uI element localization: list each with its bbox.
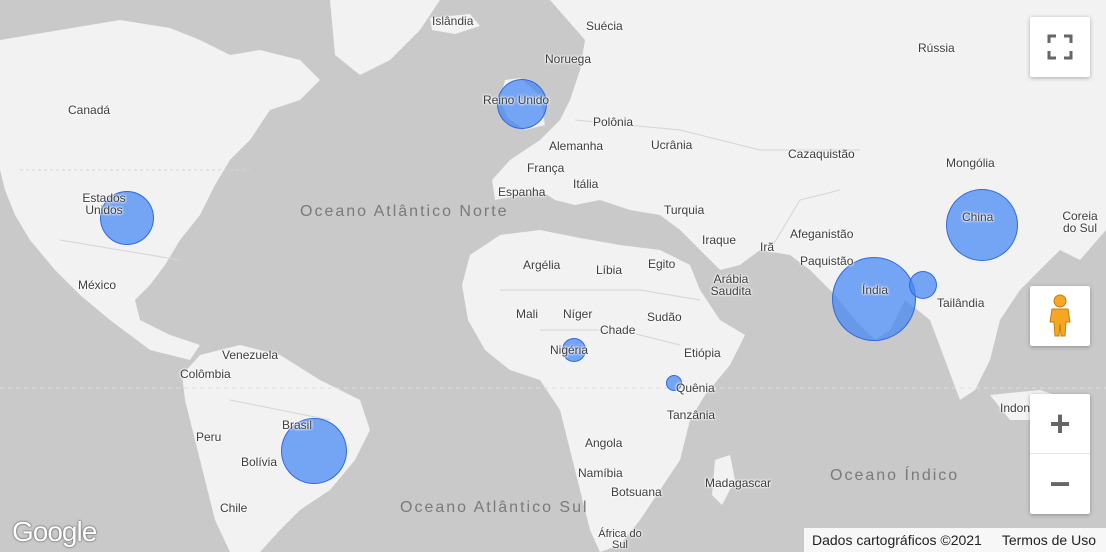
bubble-china[interactable]: [946, 189, 1018, 261]
label-noruega: Noruega: [545, 52, 592, 66]
google-logo: Google: [12, 516, 97, 547]
label-italia: Itália: [573, 177, 599, 191]
label-india: Índia: [862, 283, 889, 297]
bubble-india[interactable]: [832, 257, 916, 341]
label-ira: Irã: [760, 240, 775, 254]
map-footer: Dados cartográficos ©2021 Termos de Uso: [803, 528, 1106, 552]
label-turquia: Turquia: [664, 203, 705, 217]
label-alemanha: Alemanha: [549, 139, 604, 153]
street-view-button[interactable]: [1030, 286, 1090, 346]
zoom-out-button[interactable]: −: [1049, 463, 1071, 504]
label-estados-unidos: Estados Unidos: [82, 191, 126, 217]
zoom-in-button[interactable]: +: [1030, 394, 1090, 454]
bubble-reino-unido[interactable]: [497, 79, 547, 129]
label-chile: Chile: [220, 501, 248, 515]
label-africa-do-sul: África do Sul: [598, 528, 642, 551]
label-china: China: [962, 210, 994, 224]
bubble-estados-unidos[interactable]: [100, 191, 154, 245]
fullscreen-icon: [1047, 34, 1073, 60]
label-mongolia: Mongólia: [946, 156, 995, 170]
ocean-label-indico: Oceano Índico: [830, 467, 960, 484]
label-madagascar: Madagascar: [705, 476, 772, 490]
label-franca: França: [527, 161, 565, 175]
pegman-icon: [1049, 294, 1071, 337]
label-indonesia: Indon: [1000, 401, 1031, 415]
label-libia: Líbia: [596, 263, 623, 277]
label-reino-unido: Reino Unido: [483, 93, 550, 107]
label-mexico: México: [78, 278, 117, 292]
label-colombia: Colômbia: [180, 367, 231, 381]
label-suecia: Suécia: [586, 19, 623, 33]
label-paquistao: Paquistão: [800, 254, 854, 268]
fullscreen-button[interactable]: [1030, 17, 1090, 77]
label-mali: Mali: [516, 307, 539, 321]
label-botsuana: Botsuana: [611, 485, 662, 499]
label-arabia-saudita: Arábia Saudita: [710, 272, 752, 298]
label-tailandia: Tailândia: [937, 296, 985, 310]
label-polonia: Polônia: [593, 115, 634, 129]
label-angola: Angola: [585, 436, 623, 450]
label-islandia: Islândia: [432, 14, 474, 28]
label-quenia: Quênia: [676, 381, 715, 395]
bubble-bangladesh[interactable]: [909, 271, 937, 299]
label-etiopia: Etiópia: [684, 346, 721, 360]
label-cazaquistao: Cazaquistão: [788, 147, 855, 161]
bubble-brasil[interactable]: [281, 418, 347, 484]
label-niger: Níger: [563, 307, 593, 321]
bubble-quenia[interactable]: [666, 375, 682, 391]
label-argelia: Argélia: [523, 258, 561, 272]
label-egito: Egito: [648, 257, 676, 271]
label-brasil: Brasil: [282, 418, 313, 432]
label-sudao: Sudão: [647, 310, 682, 324]
label-bolivia: Bolívia: [241, 455, 278, 469]
label-coreia-do-sul: Coreia do Sul: [1062, 209, 1098, 235]
label-russia: Rússia: [918, 41, 955, 55]
label-tanzania: Tanzânia: [667, 408, 716, 422]
label-iraque: Iraque: [702, 233, 737, 247]
ocean-label-atlantico-norte: Oceano Atlântico Norte: [300, 203, 509, 220]
label-peru: Peru: [196, 430, 222, 444]
label-venezuela: Venezuela: [222, 348, 279, 362]
label-canada: Canadá: [68, 103, 111, 117]
terms-link[interactable]: Termos de Uso: [1001, 532, 1096, 548]
zoom-control: + −: [1030, 394, 1090, 514]
map-data-attribution[interactable]: Dados cartográficos ©2021: [811, 532, 982, 548]
ocean-label-atlantico-sul: Oceano Atlântico Sul: [400, 499, 589, 516]
bubble-nigeria[interactable]: [562, 338, 586, 362]
label-chade: Chade: [600, 323, 636, 337]
label-nigeria: Nigéria: [550, 343, 589, 357]
label-namibia: Namíbia: [578, 466, 623, 480]
label-afeganistao: Afeganistão: [790, 227, 854, 241]
label-espanha: Espanha: [498, 185, 546, 199]
label-ucrania: Ucrânia: [651, 138, 693, 152]
